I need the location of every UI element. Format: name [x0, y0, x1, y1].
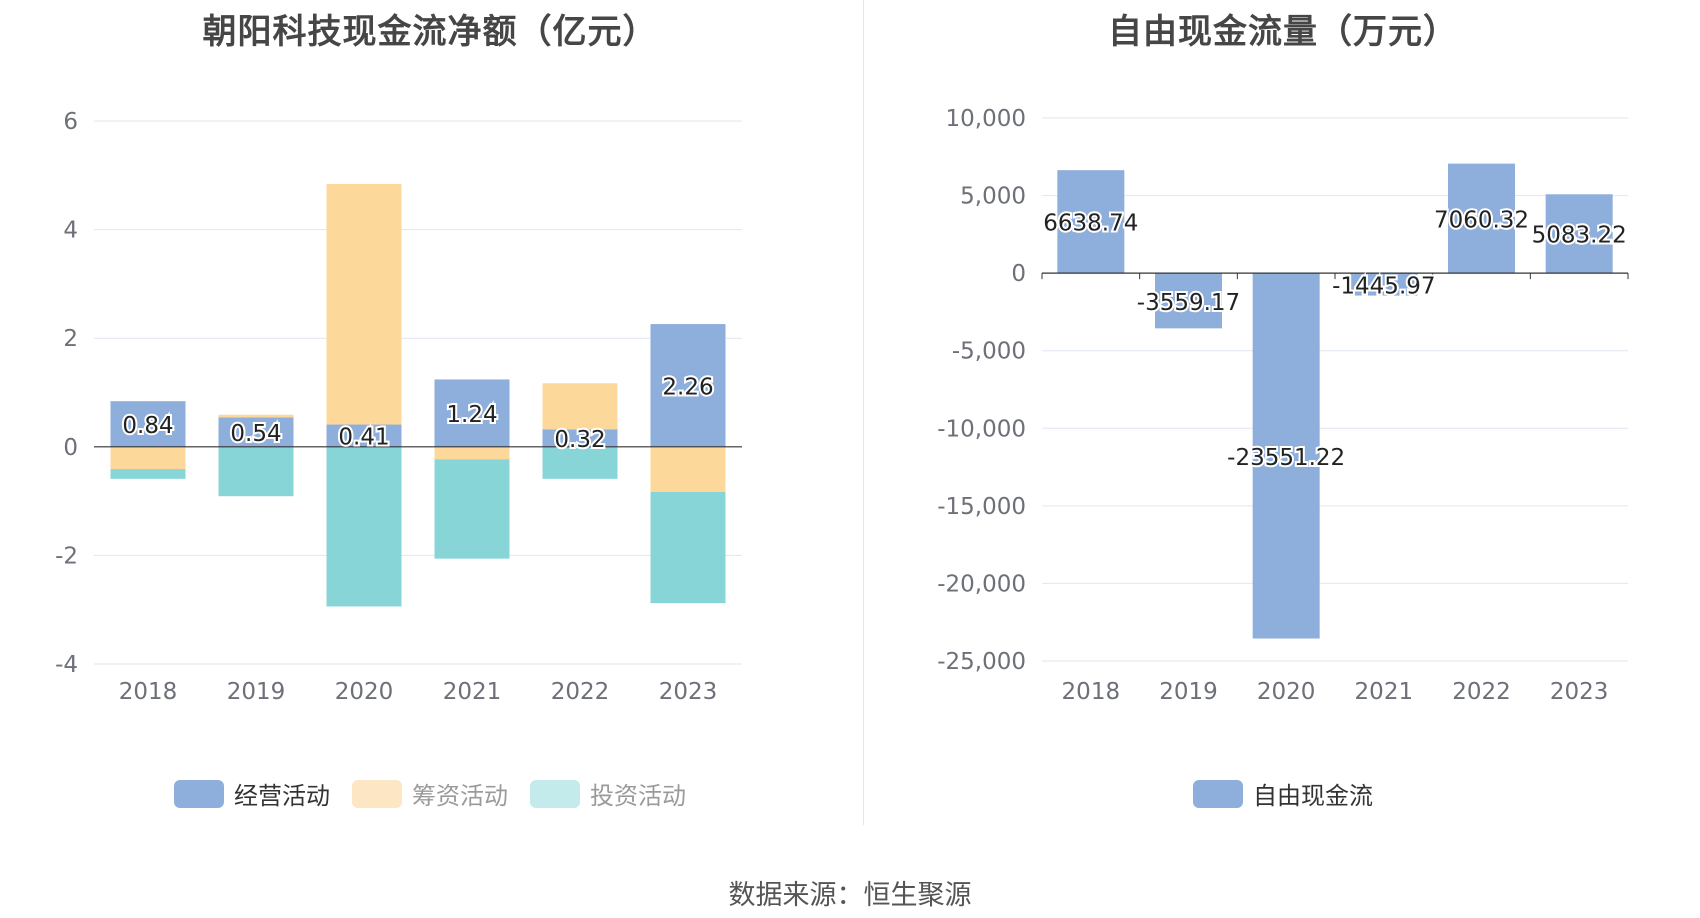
- legend-item-financing[interactable]: 筹资活动: [352, 776, 508, 811]
- y-tick-label: 0: [1011, 261, 1026, 287]
- left-chart-canvas: 6 4 2 0 -2 -4 2018 2019 2020 2021 2022 2023 0.84 0.54…: [55, 109, 742, 705]
- bar-自由现金流-2023: [1545, 194, 1613, 274]
- data-label: 7060.32: [1434, 207, 1529, 233]
- bar-筹资活动-2018: [110, 446, 186, 470]
- y-tick-label: 5,000: [960, 184, 1026, 210]
- x-tick-label: 2018: [1062, 679, 1121, 705]
- legend-label-financing: 筹资活动: [412, 782, 508, 810]
- legend-label-free-cash-flow: 自由现金流: [1253, 782, 1373, 810]
- legend-swatch-financing: [352, 779, 402, 808]
- y-tick-label: 2: [63, 326, 78, 352]
- bar-自由现金流-2022: [1448, 163, 1515, 274]
- bar-投资活动-2020: [326, 446, 402, 607]
- bar-经营活动-2021: [434, 379, 510, 447]
- panel-divider: [863, 0, 864, 825]
- bar-经营活动-2023: [650, 324, 726, 447]
- data-label: -23551.22: [1227, 445, 1345, 471]
- bar-筹资活动-2023: [650, 446, 726, 492]
- data-label: -1445.97: [1332, 273, 1435, 299]
- data-label: 0.84: [122, 413, 173, 439]
- left-chart-title: 朝阳科技现金流净额（亿元）: [202, 12, 658, 52]
- legend-label-operating: 经营活动: [234, 782, 330, 810]
- x-tick-label: 2020: [335, 679, 394, 705]
- bar-投资活动-2023: [650, 491, 726, 604]
- left-legend: 经营活动 筹资活动 投资活动: [0, 776, 860, 811]
- x-tick-label: 2020: [1257, 679, 1316, 705]
- right-chart-panel: 自由现金流量（万元） 10,000 5,000 0 -5,000 -10,000 -15,…: [866, 0, 1700, 820]
- left-chart-panel: 朝阳科技现金流净额（亿元） 6 4 2 0 -2 -4 2018 2019 2020 2021 20…: [0, 0, 860, 820]
- y-tick-label: 4: [63, 218, 78, 244]
- bar-筹资活动-2020: [326, 183, 402, 425]
- x-tick-label: 2019: [1159, 679, 1218, 705]
- bar-筹资活动-2021: [434, 446, 510, 460]
- legend-item-free-cash-flow[interactable]: 自由现金流: [1193, 776, 1373, 811]
- bar-投资活动-2022: [542, 446, 618, 479]
- bar-投资活动-2018: [110, 469, 186, 479]
- right-chart-canvas: 10,000 5,000 0 -5,000 -10,000 -15,000 -20,000 -…: [937, 106, 1629, 705]
- bar-自由现金流-2019: [1155, 273, 1222, 329]
- bar-自由现金流-2021: [1350, 273, 1418, 296]
- legend-swatch-operating: [174, 779, 224, 808]
- x-tick-label: 2022: [551, 679, 610, 705]
- bar-筹资活动-2019: [218, 414, 294, 418]
- x-tick-label: 2022: [1452, 679, 1511, 705]
- data-label: 2.26: [662, 374, 713, 400]
- x-tick-label: 2018: [119, 679, 178, 705]
- y-tick-label: -2: [55, 543, 78, 569]
- bar-筹资活动-2022: [542, 383, 618, 430]
- data-label: 6638.74: [1043, 211, 1138, 237]
- data-label: 1.24: [446, 402, 497, 428]
- data-label: 0.54: [230, 421, 281, 447]
- x-tick-label: 2023: [1550, 679, 1609, 705]
- bar-投资活动-2021: [434, 459, 510, 559]
- bar-投资活动-2019: [218, 446, 294, 497]
- legend-item-investing[interactable]: 投资活动: [530, 776, 686, 811]
- legend-swatch-free-cash-flow: [1193, 779, 1243, 808]
- bar-自由现金流-2020: [1252, 273, 1320, 639]
- right-chart-title: 自由现金流量（万元）: [1108, 12, 1458, 52]
- y-tick-label: -20,000: [937, 571, 1026, 597]
- y-tick-label: -15,000: [937, 494, 1026, 520]
- y-tick-label: -4: [55, 652, 78, 678]
- x-tick-label: 2019: [227, 679, 286, 705]
- y-tick-label: 10,000: [946, 106, 1026, 132]
- y-tick-label: 0: [63, 435, 78, 461]
- y-tick-label: -25,000: [937, 649, 1026, 675]
- bar-经营活动-2019: [218, 417, 294, 447]
- data-label: 0.32: [554, 427, 605, 453]
- x-tick-label: 2021: [1355, 679, 1414, 705]
- legend-swatch-investing: [530, 779, 580, 808]
- data-label: 0.41: [338, 425, 389, 451]
- legend-label-investing: 投资活动: [590, 782, 686, 810]
- bar-自由现金流-2018: [1057, 170, 1125, 274]
- data-label: 5083.22: [1532, 223, 1627, 249]
- right-legend: 自由现金流: [866, 776, 1700, 811]
- bar-经营活动-2020: [326, 424, 402, 447]
- x-tick-label: 2021: [443, 679, 502, 705]
- y-tick-label: -5,000: [952, 339, 1026, 365]
- y-tick-label: -10,000: [937, 416, 1026, 442]
- y-tick-label: 6: [63, 109, 78, 135]
- bar-经营活动-2018: [110, 401, 186, 447]
- data-label: -3559.17: [1137, 290, 1240, 316]
- legend-item-operating[interactable]: 经营活动: [174, 776, 330, 811]
- bar-经营活动-2022: [542, 429, 618, 447]
- x-tick-label: 2023: [659, 679, 718, 705]
- data-source: 数据来源：恒生聚源: [728, 880, 972, 911]
